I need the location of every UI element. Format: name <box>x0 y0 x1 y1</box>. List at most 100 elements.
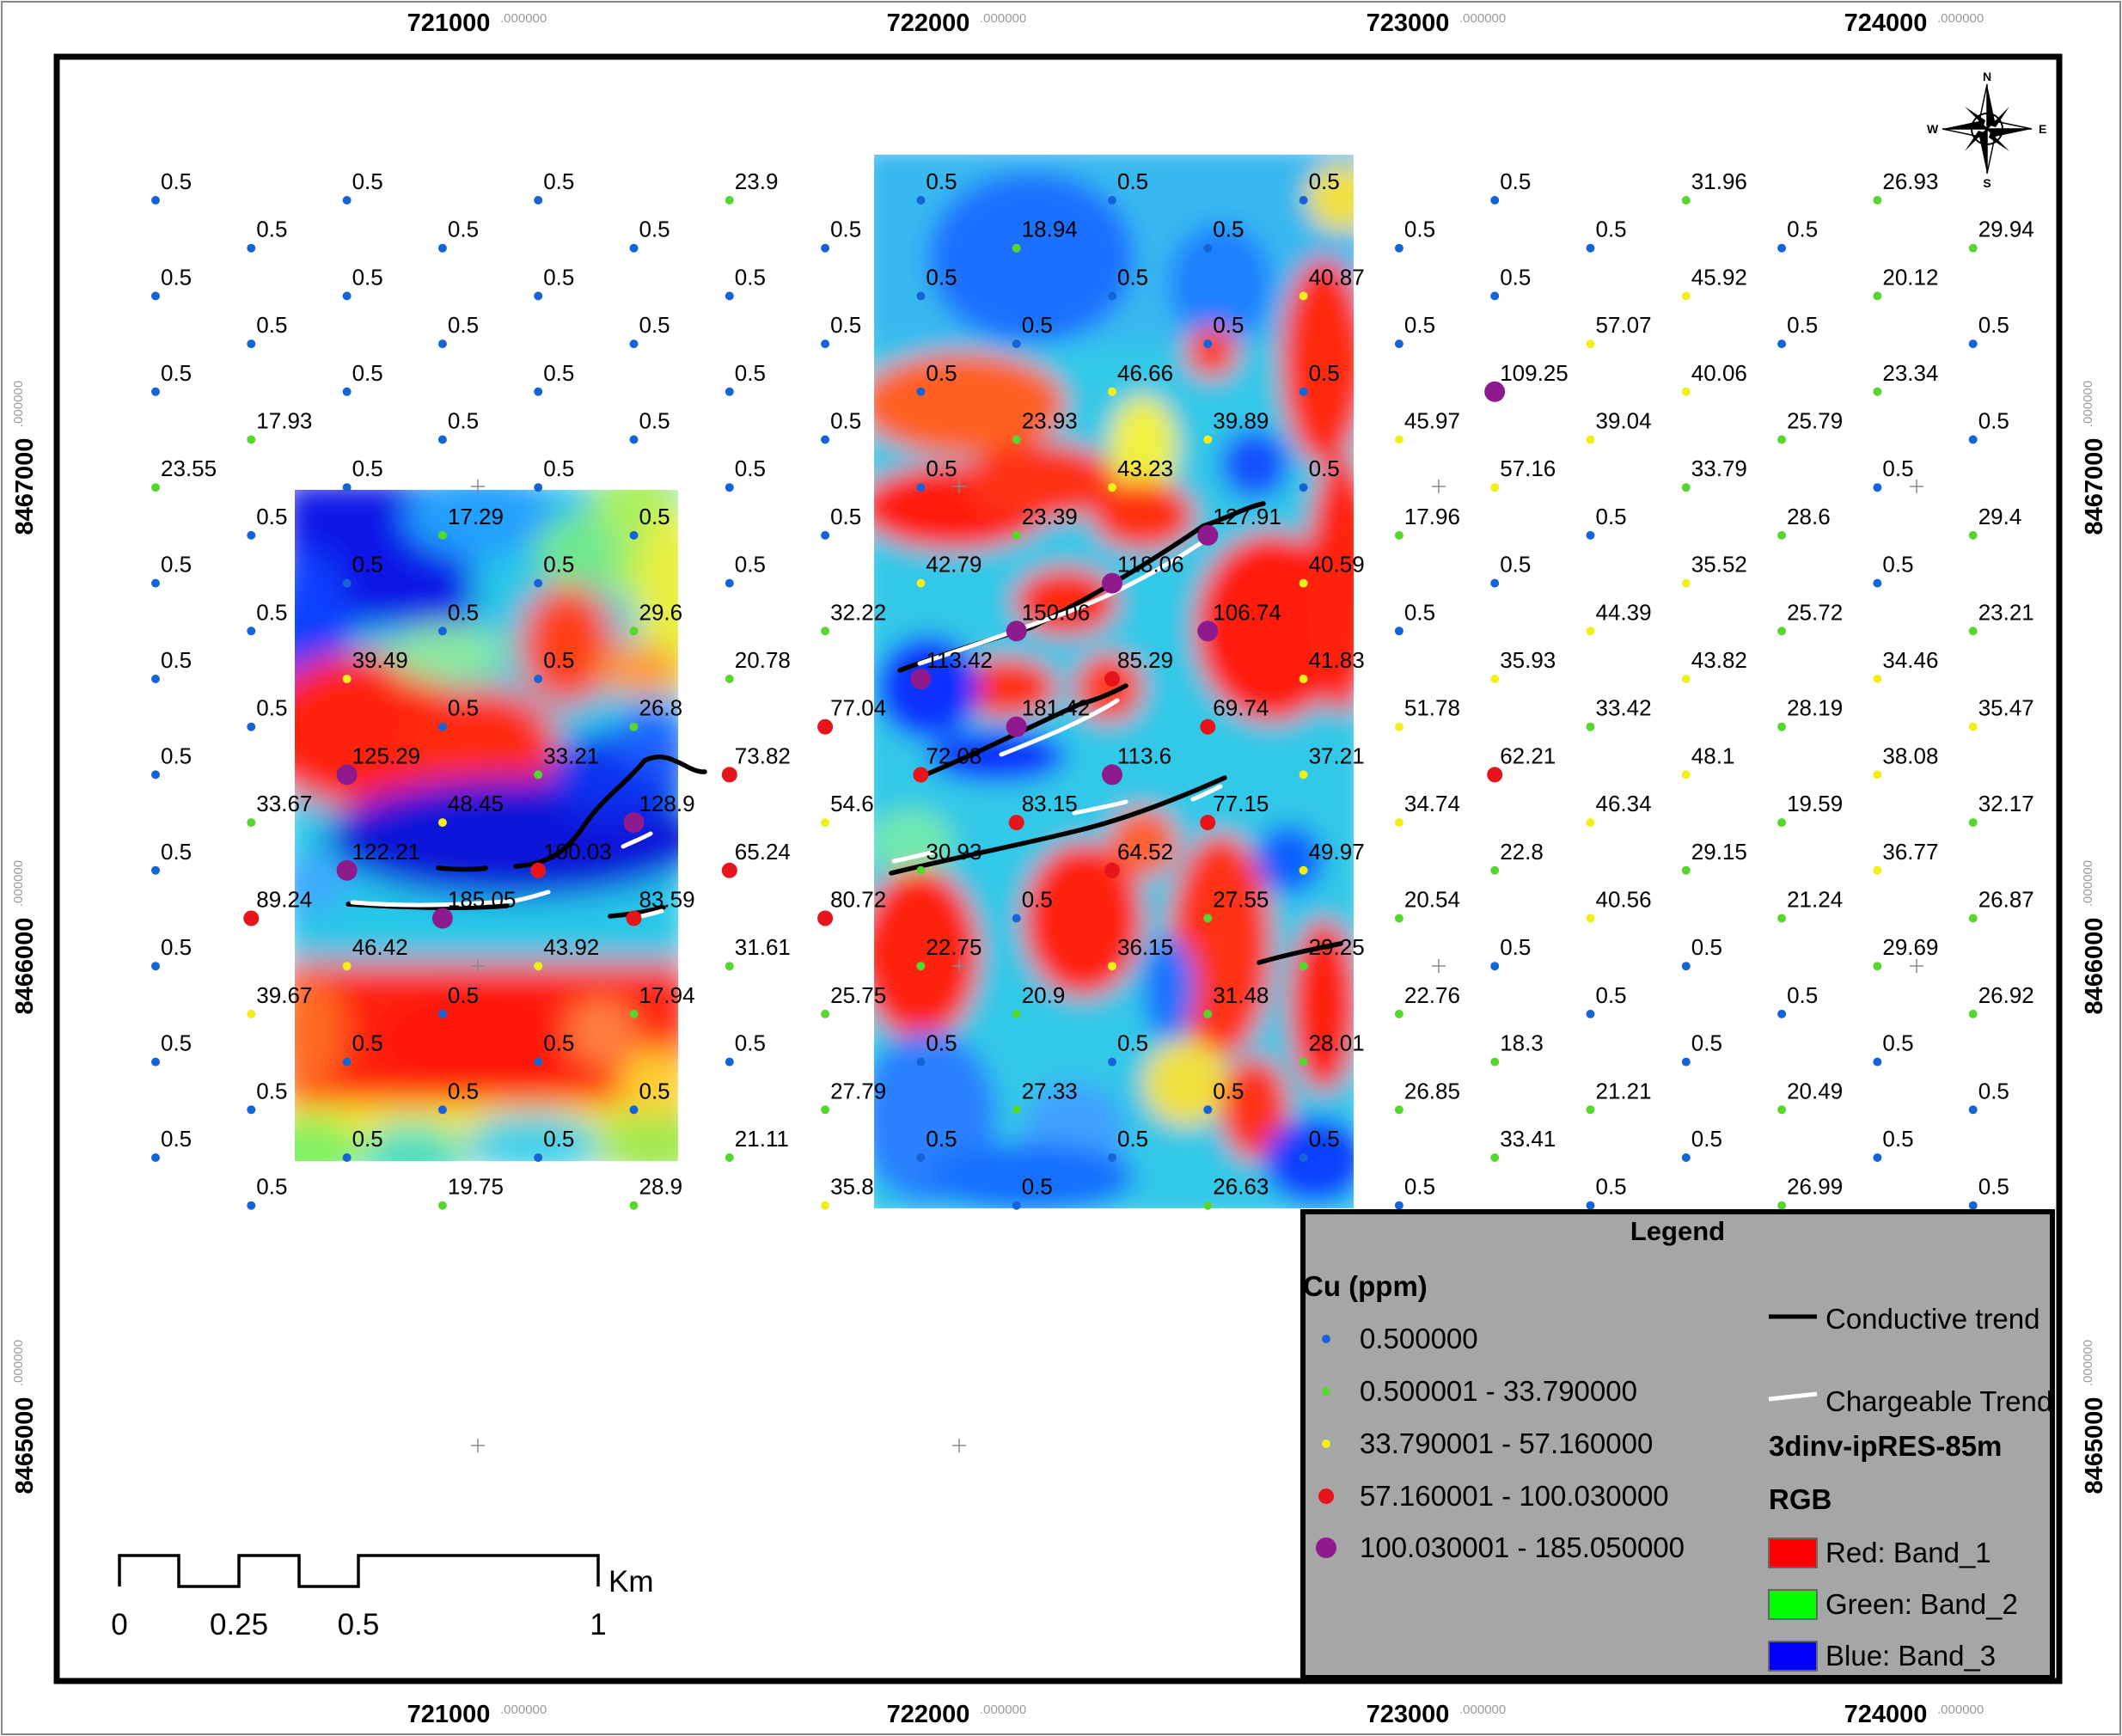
sample-point: 45.97 <box>1394 408 1460 444</box>
sample-point: 0.5 <box>247 217 287 253</box>
sample-point: 0.5 <box>342 264 383 301</box>
sample-marker <box>1006 620 1027 642</box>
sample-value-label: 77.04 <box>830 695 886 721</box>
sample-marker <box>1968 530 1978 540</box>
sample-point: 0.5 <box>534 360 574 396</box>
sample-value-label: 26.8 <box>639 695 683 721</box>
sample-marker <box>1394 530 1403 540</box>
sample-marker <box>1681 1057 1691 1067</box>
sample-value-label: 40.87 <box>1309 264 1365 290</box>
sample-marker <box>1012 243 1021 253</box>
sample-value-label: 0.5 <box>1117 1126 1148 1152</box>
legend-cu-class: 100.030001 - 185.050000 <box>1316 1531 1685 1563</box>
sample-point: 0.5 <box>1873 552 1914 588</box>
sample-marker <box>1681 291 1691 301</box>
sample-point: 0.5 <box>437 408 479 444</box>
sample-point: 21.21 <box>1586 1078 1652 1115</box>
sample-marker <box>1012 914 1021 923</box>
svg-text:100.030001 - 185.050000: 100.030001 - 185.050000 <box>1360 1531 1685 1563</box>
sample-marker <box>534 770 543 779</box>
sample-value-label: 0.5 <box>639 504 670 529</box>
svg-text:0.500001 - 33.790000: 0.500001 - 33.790000 <box>1360 1375 1637 1407</box>
sample-point: 0.5 <box>342 168 383 205</box>
compass-s: S <box>1983 176 1991 190</box>
sample-marker <box>1203 1009 1213 1018</box>
sample-marker <box>534 196 543 205</box>
sample-marker <box>1873 675 1882 683</box>
sample-marker <box>1777 1201 1787 1210</box>
sample-point: 0.5 <box>1108 264 1148 301</box>
sample-point: 21.11 <box>725 1126 789 1162</box>
sample-marker <box>821 1201 830 1210</box>
sample-point: 83.59 <box>626 887 695 926</box>
sample-marker <box>437 1201 447 1210</box>
sample-point: 35.93 <box>1490 647 1556 683</box>
sample-point: 0.5 <box>151 647 192 683</box>
sample-value-label: 33.21 <box>543 743 599 768</box>
sample-value-label: 0.5 <box>161 647 192 673</box>
sample-value-label: 51.78 <box>1404 695 1460 721</box>
sample-point: 45.92 <box>1681 264 1747 301</box>
sample-point: 23.21 <box>1968 599 2034 636</box>
sample-point: 0.5 <box>1394 217 1435 253</box>
sample-value-label: 0.5 <box>1213 312 1244 338</box>
sample-point: 23.9 <box>725 168 778 205</box>
sample-marker <box>916 387 926 396</box>
sample-value-label: 0.5 <box>161 743 192 768</box>
sample-marker <box>336 859 358 881</box>
sample-marker <box>1487 767 1503 783</box>
sample-point: 35.8 <box>821 1174 874 1210</box>
sample-marker <box>1681 578 1691 588</box>
sample-value-label: 27.55 <box>1213 887 1269 913</box>
sample-point: 0.5 <box>342 1126 383 1162</box>
chargeable-trend-line <box>621 831 653 849</box>
sample-point: 85.29 <box>1104 647 1173 687</box>
sample-marker <box>916 196 926 205</box>
sample-value-label: 0.5 <box>161 360 192 386</box>
sample-value-label: 31.48 <box>1213 982 1269 1008</box>
sample-value-label: 35.47 <box>1978 695 2034 721</box>
sample-point: 23.34 <box>1873 360 1938 396</box>
sample-point: 0.5 <box>151 1126 192 1162</box>
sample-value-label: 45.97 <box>1404 408 1460 434</box>
legend-band: Green: Band_2 <box>1768 1588 2018 1620</box>
sample-value-label: 0.5 <box>352 168 383 194</box>
sample-marker <box>629 1201 639 1210</box>
sample-marker <box>1777 722 1787 731</box>
svg-text:Conductive trend: Conductive trend <box>1825 1303 2039 1335</box>
sample-marker <box>151 1153 160 1162</box>
sample-marker <box>916 962 926 971</box>
sample-marker <box>534 291 543 301</box>
sample-point: 65.24 <box>721 839 791 878</box>
sample-marker <box>1203 435 1213 444</box>
sample-point: 0.5 <box>534 455 574 492</box>
sample-value-label: 0.5 <box>543 455 574 481</box>
sample-marker <box>1873 770 1882 779</box>
sample-point: 0.5 <box>247 312 287 349</box>
sample-point: 73.82 <box>721 743 791 783</box>
grid-labels-right: 8467000 .000000 8466000 .000000 8465000 … <box>2081 381 2108 1495</box>
scale-tick-label: 1 <box>590 1608 606 1641</box>
sample-marker <box>151 865 160 875</box>
sample-point: 100.03 <box>530 839 612 878</box>
sample-value-label: 85.29 <box>1117 647 1173 673</box>
sample-value-label: 25.75 <box>830 982 886 1008</box>
sample-point: 26.93 <box>1873 168 1938 205</box>
sample-value-label: 29.69 <box>1882 934 1938 960</box>
raster-right <box>874 155 1354 1208</box>
sample-value-label: 0.5 <box>926 455 957 481</box>
sample-point: 32.22 <box>821 599 886 636</box>
sample-point: 185.05 <box>431 887 516 929</box>
sample-marker <box>1299 1057 1308 1067</box>
sample-value-label: 0.5 <box>161 1126 192 1152</box>
sample-value-label: 20.54 <box>1404 887 1460 913</box>
sample-value-label: 62.21 <box>1500 743 1556 768</box>
sample-point: 0.5 <box>916 1126 957 1162</box>
sample-marker <box>629 339 639 349</box>
sample-value-label: 0.5 <box>1787 312 1818 338</box>
sample-value-label: 0.5 <box>639 217 670 242</box>
svg-text:.000000: .000000 <box>1459 1702 1506 1717</box>
sample-marker <box>916 483 926 492</box>
sample-marker <box>1104 671 1120 687</box>
sample-point: 0.5 <box>725 1030 766 1067</box>
